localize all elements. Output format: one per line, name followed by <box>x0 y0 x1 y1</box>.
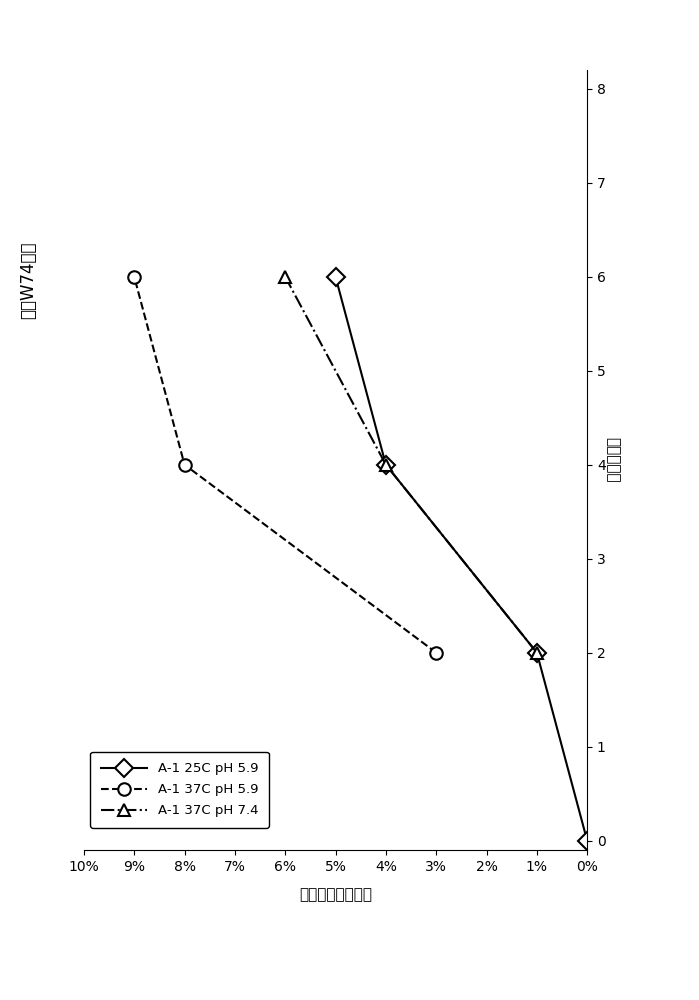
Line: A-1 37C pH 7.4: A-1 37C pH 7.4 <box>279 270 543 659</box>
A-1 37C pH 5.9 <box>130 271 138 283</box>
A-1 37C pH 7.4 <box>533 647 541 659</box>
A-1 25C pH 5.9 <box>331 271 340 283</box>
Line: A-1 25C pH 5.9: A-1 25C pH 5.9 <box>329 270 593 847</box>
X-axis label: 氧化占总峰面积比: 氧化占总峰面积比 <box>299 888 372 903</box>
A-1 25C pH 5.9 <box>382 459 390 471</box>
A-1 37C pH 5.9 <box>180 459 189 471</box>
A-1 25C pH 5.9 <box>533 647 541 659</box>
A-1 37C pH 7.4 <box>382 459 390 471</box>
Line: A-1 37C pH 5.9: A-1 37C pH 5.9 <box>128 270 442 659</box>
Text: 重锹W74氧化: 重锹W74氧化 <box>19 241 37 319</box>
Y-axis label: 时间（周）: 时间（周） <box>605 437 619 483</box>
A-1 37C pH 7.4 <box>281 271 289 283</box>
Legend: A-1 25C pH 5.9, A-1 37C pH 5.9, A-1 37C pH 7.4: A-1 25C pH 5.9, A-1 37C pH 5.9, A-1 37C … <box>90 752 269 828</box>
A-1 25C pH 5.9 <box>583 835 591 847</box>
A-1 37C pH 5.9 <box>432 647 440 659</box>
